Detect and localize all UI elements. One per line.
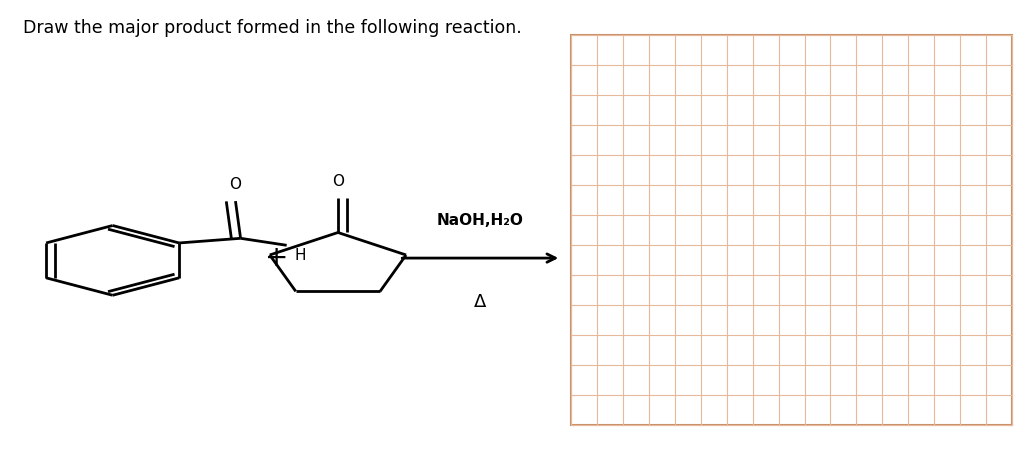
Text: O: O (229, 177, 242, 192)
Text: O: O (332, 174, 344, 189)
Text: NaOH,H₂O: NaOH,H₂O (437, 213, 523, 228)
Text: +: + (265, 244, 288, 272)
Text: Draw the major product formed in the following reaction.: Draw the major product formed in the fol… (23, 19, 521, 37)
Bar (571, 35, 1012, 425)
Text: H: H (295, 248, 306, 263)
Text: Δ: Δ (474, 293, 486, 311)
